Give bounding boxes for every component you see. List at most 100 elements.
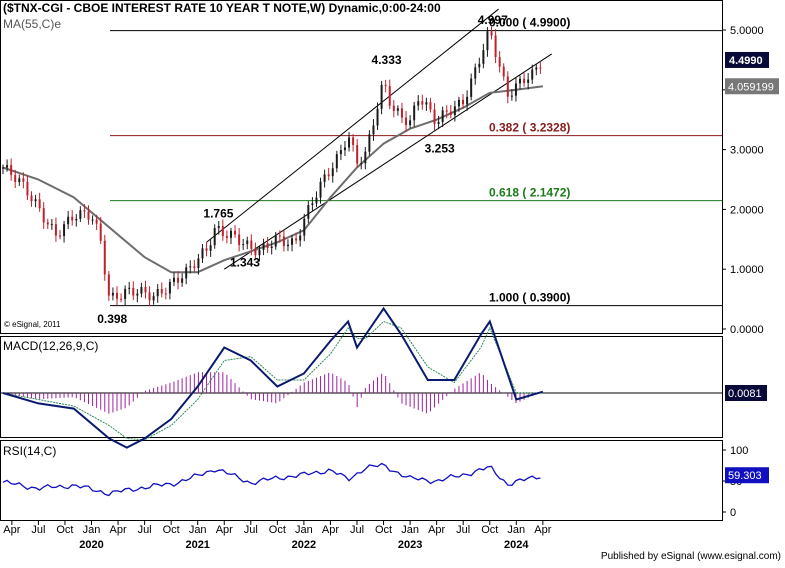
candle-body [107, 274, 110, 296]
candle-body [457, 99, 460, 107]
candle-body [79, 210, 82, 219]
candle-body [352, 137, 355, 146]
candle-body [303, 218, 306, 236]
price-annotation: 0.398 [97, 312, 127, 326]
macd-line [2, 306, 544, 449]
candle-body [307, 204, 310, 219]
candle-body [156, 289, 159, 297]
x-month-label: Apr [428, 524, 445, 536]
candle-body [523, 78, 526, 83]
candle-body [368, 134, 371, 152]
x-year-label: 2020 [79, 539, 103, 548]
y-tick-label: 1.0000 [730, 264, 764, 276]
y-tick-label: 3.0000 [730, 145, 764, 157]
macd-value-label: 0.0081 [728, 388, 762, 400]
candle-body [482, 50, 485, 64]
candle-body [120, 298, 123, 300]
x-month-label: Jul [350, 524, 364, 536]
x-month-label: Jan [507, 524, 525, 536]
candle-body [181, 278, 184, 283]
x-month-label: Oct [375, 524, 392, 536]
candle-body [75, 218, 78, 221]
candle-body [26, 181, 29, 196]
rsi-y-tick-label: 0 [730, 507, 736, 519]
candle-body [323, 174, 326, 182]
x-month-label: Apr [322, 524, 339, 536]
channel-line [223, 53, 552, 270]
candle-body [527, 79, 530, 83]
candle-body [152, 296, 155, 301]
x-month-label: Jul [244, 524, 258, 536]
candle-body [278, 235, 281, 237]
rsi-value-box [725, 467, 769, 484]
candle-body [315, 197, 318, 204]
candle-body [42, 208, 45, 223]
candle-body [258, 249, 261, 256]
candle-body [494, 35, 497, 58]
candle-body [409, 120, 412, 126]
candle-body [2, 167, 4, 169]
candle-body [360, 163, 363, 165]
candle-body [58, 235, 61, 237]
price-annotation: 3.253 [425, 141, 455, 155]
candle-body [6, 165, 9, 168]
candle-body [372, 125, 375, 135]
candle-body [535, 67, 538, 70]
candle-body [510, 95, 513, 97]
x-month-label: Jul [138, 524, 152, 536]
candle-body [54, 224, 57, 236]
candle-body [205, 248, 208, 251]
candle-body [250, 240, 253, 249]
last-price-label: 4.4990 [729, 55, 763, 67]
candle-body [295, 238, 298, 241]
candle-body [405, 117, 408, 126]
candle-body [238, 234, 241, 246]
candle-body [376, 108, 379, 126]
candle-body [384, 84, 387, 87]
candle-body [132, 287, 135, 296]
candle-body [242, 244, 245, 246]
candle-body [453, 106, 456, 116]
ma-value-label: 4.059199 [728, 81, 774, 93]
x-year-label: 2021 [185, 539, 209, 548]
ma-legend: MA(55,C)e [3, 17, 61, 31]
candle-body [470, 78, 473, 97]
fib-label: 1.000 ( 0.3900) [489, 291, 570, 305]
publisher-credit: Published by eSignal (www.esignal.com) [600, 551, 781, 562]
candle-body [421, 101, 424, 105]
x-year-label: 2023 [398, 539, 422, 548]
x-month-label: Jul [31, 524, 45, 536]
candle-body [201, 248, 204, 259]
candle-body [392, 105, 395, 111]
x-axis: Apr Jul Oct Jan Apr Jul Oct Jan Apr Jul Oct Jan Apr J… [3, 521, 552, 548]
price-annotation: 1.343 [230, 256, 260, 270]
macd-panel-frame [0, 336, 723, 438]
candle-body [348, 137, 351, 148]
candle-body [213, 228, 216, 246]
candle-body [343, 147, 346, 151]
x-month-label: Jan [401, 524, 419, 536]
fib-label: 0.382 ( 3.2328) [489, 121, 570, 135]
candle-body [396, 108, 399, 111]
x-month-label: Jan [83, 524, 101, 536]
macd-panel: 0.0081 [1, 306, 767, 449]
candle-body [262, 243, 265, 250]
price-annotation: 4.333 [372, 53, 402, 67]
candle-body [189, 266, 192, 268]
candle-body [506, 76, 509, 97]
candle-body [433, 109, 436, 124]
candle-body [449, 111, 452, 116]
candle-body [115, 292, 118, 299]
candle-body [185, 267, 188, 279]
candle-body [462, 99, 465, 105]
candle-body [311, 203, 314, 205]
candle-body [91, 219, 94, 221]
candle-body [474, 67, 477, 79]
candle-body [221, 226, 224, 237]
copyright: © eSignal, 2011 [4, 320, 61, 329]
candle-body [172, 277, 175, 283]
candle-body [380, 84, 383, 109]
ma-line [2, 85, 544, 274]
candle-body [327, 174, 330, 177]
candle-body [30, 195, 33, 202]
